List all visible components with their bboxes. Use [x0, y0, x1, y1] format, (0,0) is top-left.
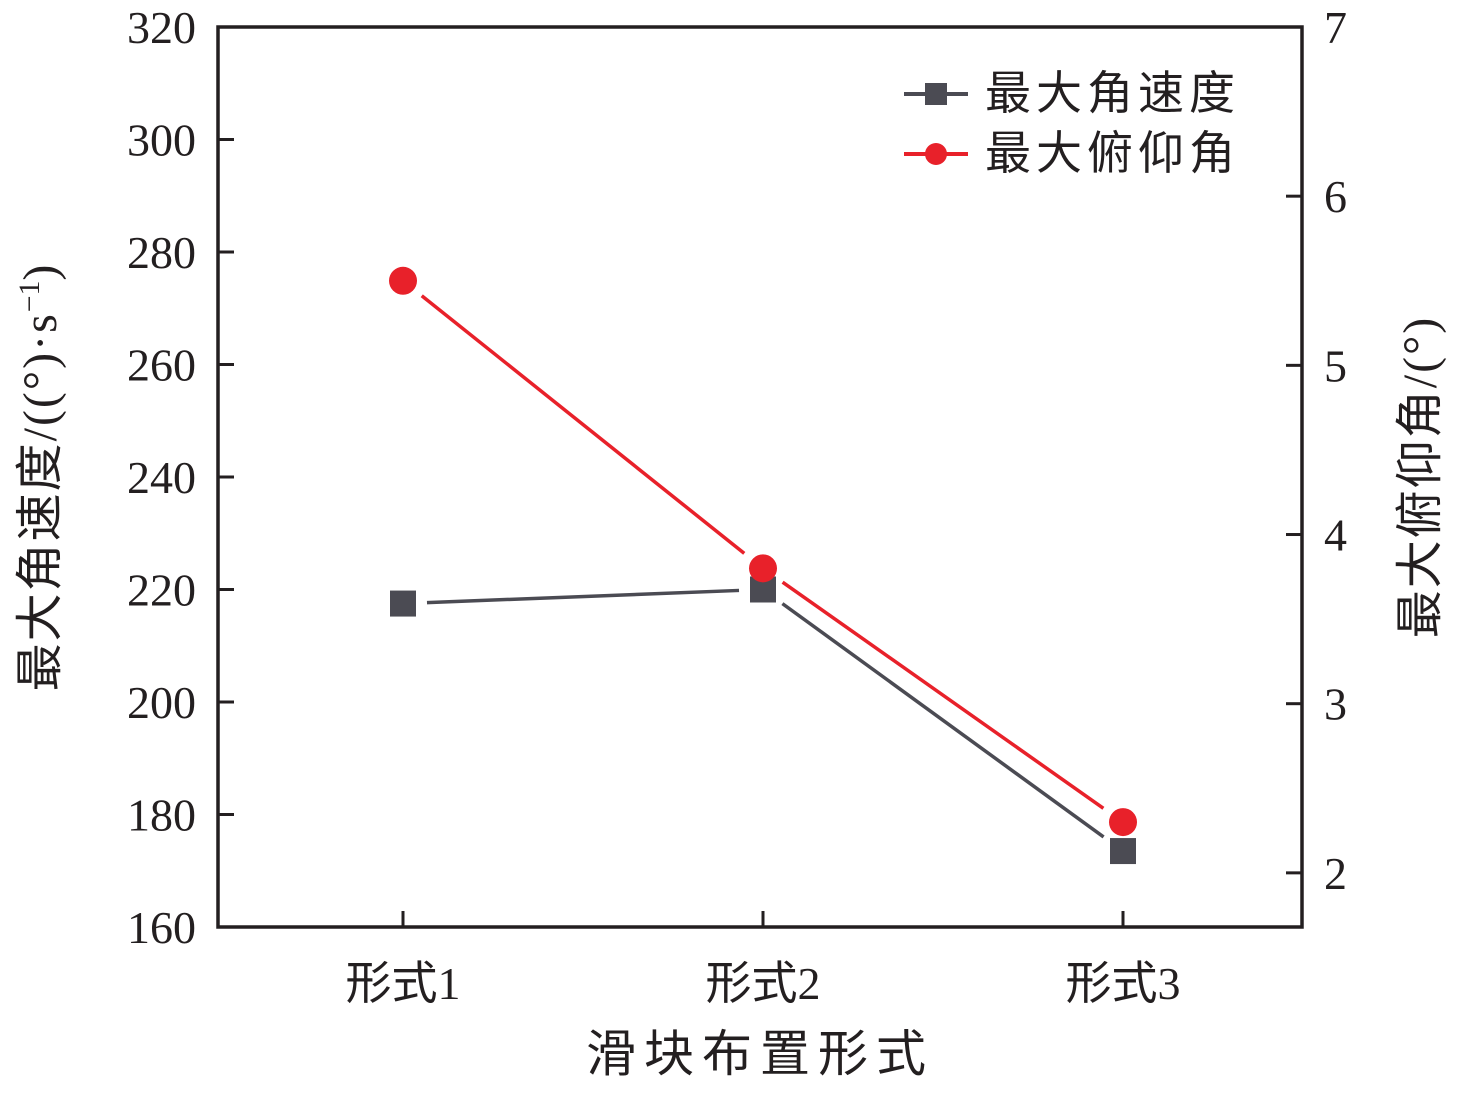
right-axis-title: 最大俯仰角/(°) — [1394, 315, 1447, 639]
legend: 最大角速度 最大俯仰角 — [903, 68, 1240, 180]
left-axis-tick-label: 240 — [127, 452, 196, 503]
right-axis-tick-label: 3 — [1324, 679, 1347, 730]
series-line — [781, 580, 1105, 810]
series-line — [781, 602, 1105, 839]
circle-marker — [1109, 808, 1137, 837]
x-axis-title: 滑块布置形式 — [586, 1026, 934, 1082]
right-axis-tick-label: 4 — [1324, 510, 1347, 561]
x-axis-category-label: 形式1 — [346, 958, 461, 1009]
square-marker — [390, 590, 416, 617]
series-line — [426, 588, 740, 605]
right-axis-tick-label: 5 — [1324, 340, 1347, 391]
x-axis-category-label: 形式2 — [706, 958, 821, 1009]
left-axis-tick-label: 260 — [127, 340, 196, 391]
legend-marker-circle-icon — [904, 143, 968, 165]
left-axis-title-close: ) — [14, 262, 67, 281]
right-axis-tick-label: 6 — [1324, 171, 1347, 222]
right-axis-tick-label: 2 — [1324, 848, 1347, 899]
left-axis-tick-label: 220 — [127, 565, 196, 616]
left-axis-tick-label: 300 — [127, 115, 196, 166]
left-axis-tick-label: 160 — [127, 902, 196, 953]
left-axis-title-text: 最大角速度/((°)·s — [14, 312, 67, 692]
circle-marker — [749, 554, 777, 583]
right-axis-tick-label: 7 — [1324, 2, 1347, 53]
x-axis-category-label: 形式3 — [1066, 958, 1181, 1009]
left-axis-tick-label: 280 — [127, 227, 196, 278]
left-axis-title-exponent: −1 — [13, 280, 46, 313]
left-axis-tick-label: 200 — [127, 677, 196, 728]
legend-item-max-pitch-angle: 最大俯仰角 — [903, 128, 1240, 180]
circle-marker — [389, 266, 417, 295]
left-axis-tick-label: 180 — [127, 790, 196, 841]
legend-item-max-angular-velocity: 最大角速度 — [903, 68, 1240, 120]
legend-label-max-angular-velocity: 最大角速度 — [985, 68, 1240, 119]
left-axis-title: 最大角速度/((°)·s−1) — [13, 262, 67, 692]
left-axis-tick-label: 320 — [127, 2, 196, 53]
legend-label-max-pitch-angle: 最大俯仰角 — [985, 128, 1240, 179]
square-marker — [1110, 838, 1136, 865]
series-line — [420, 294, 746, 555]
legend-marker-square-icon — [904, 83, 968, 105]
